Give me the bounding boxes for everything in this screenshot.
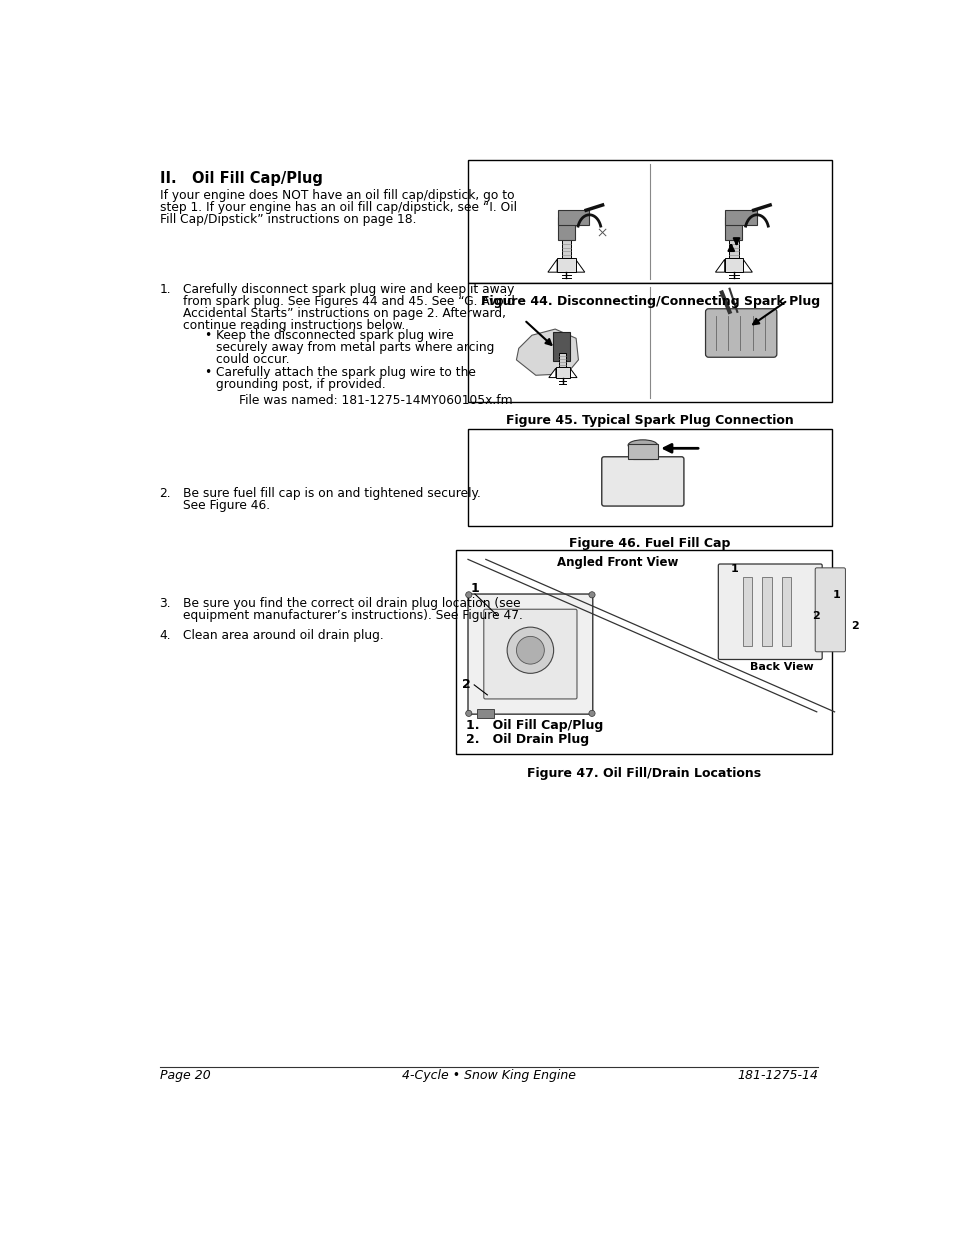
FancyBboxPatch shape — [483, 609, 577, 699]
Bar — [556, 367, 569, 378]
Text: Figure 44. Disconnecting/Connecting Spark Plug: Figure 44. Disconnecting/Connecting Spar… — [480, 294, 819, 308]
Bar — [468, 159, 831, 283]
Bar — [724, 210, 756, 225]
Bar — [627, 443, 657, 459]
Text: Carefully attach the spark plug wire to the: Carefully attach the spark plug wire to … — [216, 366, 476, 379]
Text: 2.: 2. — [159, 487, 171, 500]
Circle shape — [588, 710, 595, 716]
Text: securely away from metal parts where arcing: securely away from metal parts where arc… — [216, 341, 494, 354]
FancyBboxPatch shape — [601, 457, 683, 506]
Text: 2.   Oil Drain Plug: 2. Oil Drain Plug — [465, 732, 588, 746]
Text: 1: 1 — [730, 564, 738, 574]
Text: 3.: 3. — [159, 597, 171, 610]
Text: continue reading instructions below.: continue reading instructions below. — [183, 319, 405, 332]
Circle shape — [588, 592, 595, 598]
Text: File was named: 181-1275-14MY060105x.fm: File was named: 181-1275-14MY060105x.fm — [239, 394, 513, 406]
Text: Carefully disconnect spark plug wire and keep it away: Carefully disconnect spark plug wire and… — [183, 283, 514, 296]
Polygon shape — [516, 329, 578, 375]
Polygon shape — [575, 259, 584, 272]
FancyBboxPatch shape — [815, 568, 844, 652]
Bar — [761, 577, 771, 646]
Text: Figure 46. Fuel Fill Cap: Figure 46. Fuel Fill Cap — [569, 537, 730, 550]
Bar — [468, 283, 831, 403]
Text: 2: 2 — [811, 611, 819, 621]
Text: II.   Oil Fill Cap/Plug: II. Oil Fill Cap/Plug — [159, 172, 322, 186]
Text: 181-1275-14: 181-1275-14 — [737, 1070, 818, 1082]
Circle shape — [516, 636, 544, 664]
Bar — [632, 450, 652, 459]
Polygon shape — [547, 259, 557, 272]
Polygon shape — [569, 368, 577, 378]
Text: 2: 2 — [461, 678, 471, 692]
Text: Fill Cap/Dipstick” instructions on page 18.: Fill Cap/Dipstick” instructions on page … — [159, 212, 416, 226]
Text: •: • — [204, 330, 212, 342]
Text: See Figure 46.: See Figure 46. — [183, 499, 270, 513]
Bar — [468, 430, 831, 526]
Text: Keep the disconnected spark plug wire: Keep the disconnected spark plug wire — [216, 330, 454, 342]
Text: Figure 47. Oil Fill/Drain Locations: Figure 47. Oil Fill/Drain Locations — [527, 767, 760, 779]
Polygon shape — [742, 259, 752, 272]
Text: Figure 45. Typical Spark Plug Connection: Figure 45. Typical Spark Plug Connection — [506, 414, 793, 427]
Text: 1.   Oil Fill Cap/Plug: 1. Oil Fill Cap/Plug — [465, 719, 602, 732]
Text: 2: 2 — [851, 621, 859, 631]
FancyBboxPatch shape — [705, 309, 776, 357]
Text: If your engine does NOT have an oil fill cap/dipstick, go to: If your engine does NOT have an oil fill… — [159, 189, 514, 203]
Bar — [742, 577, 752, 646]
Text: grounding post, if provided.: grounding post, if provided. — [216, 378, 385, 391]
Text: •: • — [204, 366, 212, 379]
Polygon shape — [548, 368, 556, 378]
Text: 1: 1 — [470, 582, 478, 595]
Text: Page 20: Page 20 — [159, 1070, 210, 1082]
Text: 1: 1 — [831, 590, 840, 600]
Text: Angled Front View: Angled Front View — [557, 556, 678, 569]
Text: Be sure fuel fill cap is on and tightened securely.: Be sure fuel fill cap is on and tightene… — [183, 487, 480, 500]
Bar — [557, 258, 575, 272]
Text: 1.: 1. — [159, 283, 171, 296]
FancyBboxPatch shape — [718, 564, 821, 659]
Text: 4.: 4. — [159, 630, 171, 642]
Text: Clean area around oil drain plug.: Clean area around oil drain plug. — [183, 630, 383, 642]
FancyBboxPatch shape — [468, 594, 592, 714]
Text: 4-Cycle • Snow King Engine: 4-Cycle • Snow King Engine — [401, 1070, 576, 1082]
Bar — [724, 258, 742, 272]
Polygon shape — [715, 259, 724, 272]
Circle shape — [465, 592, 472, 598]
Circle shape — [465, 710, 472, 716]
Bar — [476, 709, 493, 718]
Text: from spark plug. See Figures 44 and 45. See “G. Avoid: from spark plug. See Figures 44 and 45. … — [183, 295, 514, 308]
Ellipse shape — [627, 440, 657, 451]
Bar — [781, 577, 790, 646]
Text: equipment manufacturer’s instructions). See Figure 47.: equipment manufacturer’s instructions). … — [183, 609, 522, 622]
Bar — [728, 240, 738, 258]
Bar — [558, 353, 566, 367]
Text: Accidental Starts” instructions on page 2. Afterward,: Accidental Starts” instructions on page … — [183, 306, 505, 320]
Text: step 1. If your engine has an oil fill cap/dipstick, see “I. Oil: step 1. If your engine has an oil fill c… — [159, 201, 516, 214]
Bar — [561, 240, 570, 258]
Bar — [456, 550, 831, 755]
Bar — [558, 217, 575, 240]
Bar — [558, 210, 589, 225]
Text: could occur.: could occur. — [216, 353, 290, 366]
Circle shape — [507, 627, 553, 673]
Bar — [724, 217, 741, 240]
Text: Back View: Back View — [749, 662, 813, 672]
Bar — [553, 332, 569, 362]
Text: Be sure you find the correct oil drain plug location (see: Be sure you find the correct oil drain p… — [183, 597, 520, 610]
